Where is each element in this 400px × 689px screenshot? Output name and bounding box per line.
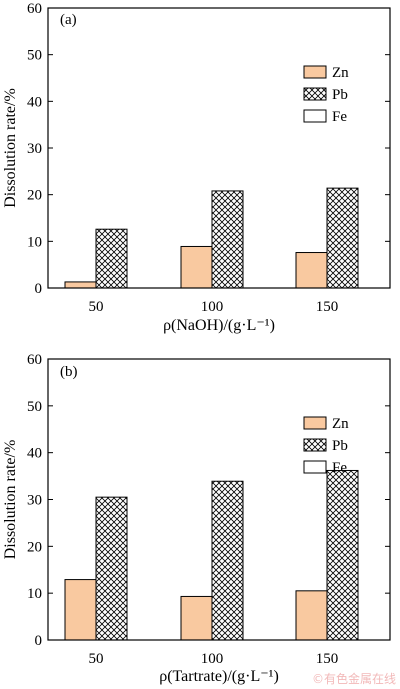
panel-label: (b): [60, 364, 78, 380]
y-axis-label: Dissolution rate/%: [2, 440, 19, 560]
bar-pb-100: [211, 480, 244, 641]
y-tick-label: 60: [27, 1, 42, 17]
y-tick-label: 30: [27, 141, 42, 157]
y-tick-label: 0: [35, 281, 43, 297]
bar-pb-150: [326, 187, 359, 289]
bar-pb-100: [211, 190, 244, 289]
y-tick-label: 20: [27, 539, 42, 555]
x-axis-label: ρ(Tartrate)/(g·L⁻¹): [159, 668, 279, 685]
legend-label-zn: Zn: [332, 65, 349, 81]
y-tick-label: 20: [27, 188, 42, 204]
chart-panel-b: 0 10 20 30 40 50 60 50 100 150 (b) Dissolution rate…: [2, 352, 391, 685]
y-tick-label: 60: [27, 352, 42, 368]
x-tick-label: 50: [89, 299, 104, 315]
legend-swatch-fe: [303, 460, 327, 474]
legend-label-fe: Fe: [332, 109, 347, 125]
bar-zn-150: [295, 590, 328, 641]
y-tick-label: 50: [27, 399, 42, 415]
legend-swatch-pb: [303, 438, 327, 452]
y-tick-label: 0: [35, 633, 43, 649]
y-tick-label: 40: [27, 446, 42, 462]
legend-swatch-zn: [303, 65, 327, 79]
bar-pb-50: [95, 496, 128, 641]
legend-swatch-pb: [303, 87, 327, 101]
x-tick-label: 100: [201, 299, 224, 315]
legend-swatch-zn: [303, 416, 327, 430]
bar-zn-150: [295, 252, 328, 289]
bar-pb-150: [326, 469, 359, 641]
bar-zn-50: [64, 281, 97, 289]
x-tick-label: 50: [89, 651, 104, 667]
x-axis-label: ρ(NaOH)/(g·L⁻¹): [163, 317, 275, 334]
y-tick-label: 30: [27, 493, 42, 509]
legend-label-pb: Pb: [332, 438, 348, 454]
bar-zn-50: [64, 579, 97, 641]
y-tick-label: 10: [27, 586, 42, 602]
bar-zn-100: [180, 245, 213, 289]
watermark: ©有色金属在线: [311, 672, 396, 686]
legend-label-pb: Pb: [332, 87, 348, 103]
y-tick-label: 10: [27, 234, 42, 250]
chart-panel-a: 0 10 20 30 40 50 60 50 100 150 (a) Dissolution rate…: [2, 1, 391, 334]
panel-label: (a): [60, 12, 77, 28]
legend-swatch-fe: [303, 109, 327, 123]
legend-label-zn: Zn: [332, 416, 349, 432]
y-axis-label: Dissolution rate/%: [2, 88, 19, 208]
x-tick-label: 100: [201, 651, 224, 667]
bar-pb-50: [95, 228, 128, 289]
x-tick-label: 150: [316, 299, 339, 315]
legend-label-fe: Fe: [332, 460, 347, 476]
x-tick-label: 150: [316, 651, 339, 667]
y-tick-label: 50: [27, 48, 42, 64]
bar-zn-100: [180, 595, 213, 641]
y-tick-label: 40: [27, 94, 42, 110]
